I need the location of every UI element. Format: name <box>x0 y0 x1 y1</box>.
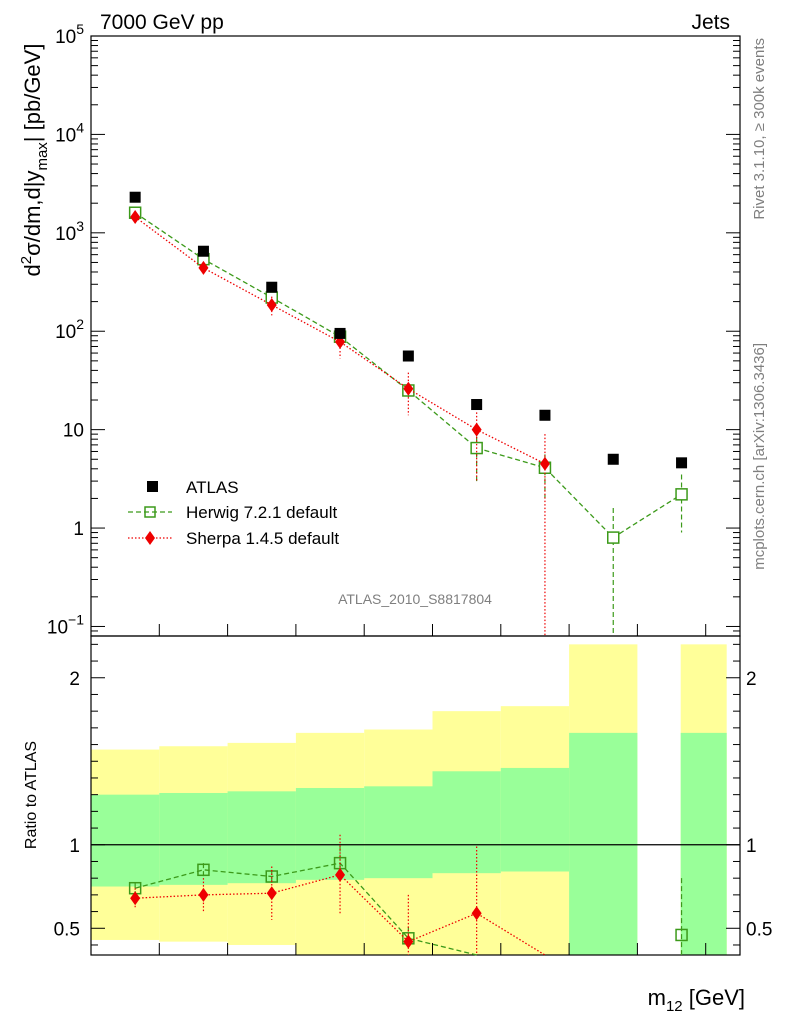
mcplots-label: mcplots.cern.ch [arXiv:1306.3436] <box>751 343 768 570</box>
legend-atlas-marker <box>147 481 158 492</box>
main-ytick-label: 10−1 <box>47 611 84 638</box>
main-ytick-label: 105 <box>55 21 84 48</box>
band-inner-5 <box>432 771 501 874</box>
legend: ATLAS Herwig 7.2.1 default Sherpa 1.4.5 … <box>128 478 339 548</box>
ratio-frame <box>90 635 741 956</box>
band-inner-1 <box>159 792 228 885</box>
ratio-ytick-label-right: 0.5 <box>746 919 772 940</box>
sherpa-point <box>539 456 550 471</box>
ratio-series <box>128 834 688 956</box>
herwig-point <box>675 488 688 501</box>
herwig-ratio-point <box>197 863 210 877</box>
band-inner-0 <box>91 794 160 887</box>
main-ylabel: d2σ/dm,d|ymax| [pb/GeV] <box>18 44 51 277</box>
main-ytick-label: 1 <box>73 519 84 540</box>
sherpa-ratio-point <box>403 934 414 949</box>
band-inner-7 <box>569 732 638 955</box>
main-ytick-label: 10 <box>63 421 84 442</box>
ratio-ylabel: Ratio to ATLAS <box>23 741 40 849</box>
ratio-uncertainty-bands <box>91 644 727 955</box>
rivet-version-label: Rivet 3.1.10, ≥ 300k events <box>751 38 768 220</box>
main-series <box>128 191 688 636</box>
main-ytick-label: 103 <box>55 218 84 245</box>
legend-sherpa-marker <box>145 531 155 545</box>
energy-label: 7000 GeV pp <box>100 11 224 34</box>
band-inner-2 <box>227 791 296 884</box>
atlas-point <box>266 281 278 293</box>
herwig-ratio-line <box>134 862 477 956</box>
x-axis-label: m12 [GeV] <box>648 985 745 1015</box>
atlas-point <box>197 245 209 257</box>
legend-atlas-label: ATLAS <box>186 478 239 497</box>
sherpa-ratio-point <box>266 886 277 901</box>
herwig-point <box>607 531 620 544</box>
sherpa-point <box>266 297 277 312</box>
sherpa-point <box>130 209 141 224</box>
process-label: Jets <box>691 11 730 34</box>
legend-herwig-label: Herwig 7.2.1 default <box>186 503 337 522</box>
atlas-point <box>676 457 688 469</box>
sherpa-point <box>198 260 209 275</box>
atlas-point <box>129 191 141 203</box>
main-ytick-label: 102 <box>55 316 84 343</box>
band-inner-4 <box>364 786 433 879</box>
sherpa-ratio-point <box>198 887 209 902</box>
atlas-point <box>607 453 619 465</box>
atlas-point <box>402 350 414 362</box>
ratio-ytick-label-left: 0.5 <box>54 919 80 940</box>
ratio-axes: 0.5 0.5 1 1 2 2 <box>54 635 772 956</box>
legend-sherpa-label: Sherpa 1.4.5 default <box>186 529 339 548</box>
herwig-ratio-point <box>675 928 688 942</box>
sherpa-ratio-point <box>471 906 482 921</box>
main-axes: 10−1 1 10 102 103 104 105 <box>47 21 741 638</box>
legend-herwig-marker <box>144 506 156 518</box>
ratio-ytick-label-right: 1 <box>746 836 757 857</box>
band-inner-9 <box>680 732 727 955</box>
sherpa-point <box>403 381 414 396</box>
atlas-point <box>334 327 346 339</box>
ratio-ytick-label-left: 1 <box>69 836 80 857</box>
sherpa-ratio-point <box>130 891 141 906</box>
ratio-ytick-label-right: 2 <box>746 669 757 690</box>
analysis-id-label: ATLAS_2010_S8817804 <box>338 591 492 607</box>
atlas-point <box>539 409 551 421</box>
sherpa-ratio-point <box>335 867 346 882</box>
main-ytick-label: 104 <box>55 119 84 146</box>
ratio-ytick-label-left: 2 <box>69 669 80 690</box>
band-inner-6 <box>500 767 570 872</box>
band-inner-3 <box>295 787 365 880</box>
herwig-line <box>134 212 682 539</box>
atlas-point <box>471 399 483 411</box>
sherpa-point <box>471 422 482 437</box>
